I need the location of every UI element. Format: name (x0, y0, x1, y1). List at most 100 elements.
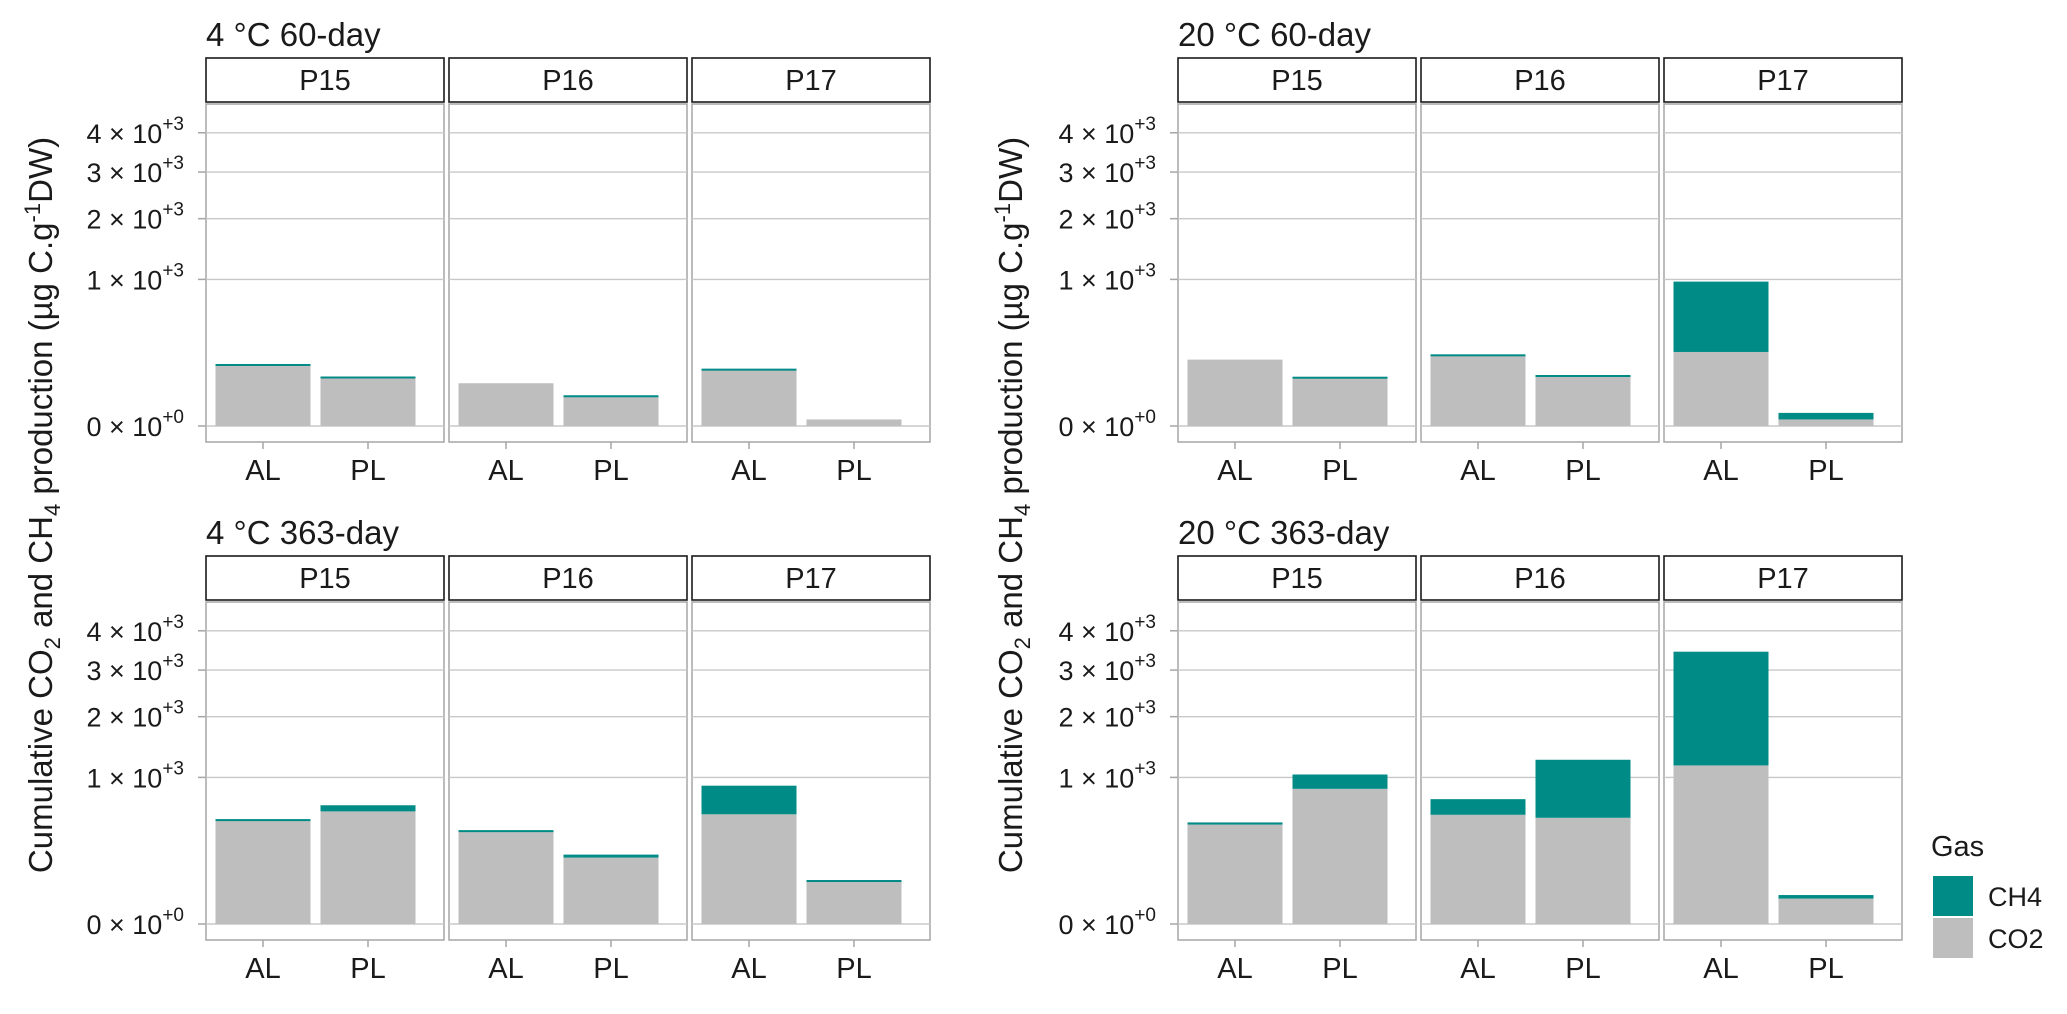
panel-3-facet-p17-strip-label: P17 (785, 563, 837, 595)
panel-1-facet-p15-bar-pl-ch4 (320, 376, 416, 379)
panel-1-facet-p16-bar-pl-ch4 (563, 395, 659, 398)
panel-1-facet-p17-xtick-pl: PL (836, 455, 871, 487)
legend-title: Gas (1931, 831, 1984, 863)
panel-2-facet-p16-xtick-al: AL (1460, 455, 1495, 487)
panel-3-ytick-2: 2 × 10+3 (87, 698, 185, 733)
panel-2-facet-p17-bar-al-ch4 (1673, 281, 1769, 352)
y-axis-label-left: Cumulative CO2 and CH4 production (µg C.… (20, 137, 65, 873)
panel-3-facet-p16-strip (448, 555, 688, 601)
panel-4-facet-p15-bar-pl-co2 (1292, 788, 1388, 924)
panel-4-facet-p17-bar-al-co2 (1673, 765, 1769, 924)
panel-3-facet-p16-bar-pl-co2 (563, 857, 659, 924)
panel-1-facet-p16-strip (448, 57, 688, 103)
panel-4-facet-p15-strip-label: P15 (1271, 563, 1323, 595)
panel-3-facet-p16-bar-pl-ch4 (563, 854, 659, 858)
panel-4-ytick-0: 0 × 10+0 (1059, 905, 1157, 940)
panel-2-facet-p16-bar-al-ch4 (1430, 354, 1526, 357)
panel-4-facet-p16-xtick-pl: PL (1565, 953, 1600, 985)
panel-2-facet-p17-bar-pl-ch4 (1778, 412, 1874, 420)
panel-4-facet-p15-bar-al-ch4 (1187, 822, 1283, 825)
legend-swatch-ch4 (1933, 876, 1973, 916)
panel-4-facet-p17-strip (1663, 555, 1903, 601)
panel-1-facet-p16-bar-pl-co2 (563, 396, 659, 426)
panel-1-facet-p17-bar-pl-co2 (806, 419, 902, 426)
panel-2-title: 20 °C 60-day (1178, 16, 1371, 53)
panel-1-ytick-4: 4 × 10+3 (87, 114, 185, 149)
panel-1-ytick-0: 0 × 10+0 (87, 407, 185, 442)
panel-2-facet-p15-bar-al-co2 (1187, 359, 1283, 426)
panel-3-facet-p15-bar-pl-co2 (320, 811, 416, 924)
panel-2-facet-p15-strip-label: P15 (1271, 65, 1323, 97)
panel-3-facet-p15-bar-al-ch4 (215, 819, 311, 822)
panel-4-ytick-3: 3 × 10+3 (1059, 651, 1157, 686)
panel-3-ytick-0: 0 × 10+0 (87, 905, 185, 940)
panel-4-facet-p15-bar-al-co2 (1187, 824, 1283, 924)
panel-2-facet-p17-xtick-al: AL (1703, 455, 1738, 487)
panel-1-title: 4 °C 60-day (206, 16, 381, 53)
panel-3-facet-p17-xtick-al: AL (731, 953, 766, 985)
panel-1-facet-p15-xtick-al: AL (245, 455, 280, 487)
panel-4-facet-p16-bar-pl-co2 (1535, 817, 1631, 924)
panel-3-facet-p15-xtick-al: AL (245, 953, 280, 985)
panel-1-facet-p15-bar-al-co2 (215, 364, 311, 426)
panel-3-facet-p16-bar-al-co2 (458, 830, 554, 924)
panel-2-ytick-3: 3 × 10+3 (1059, 153, 1157, 188)
panel-4-title: 20 °C 363-day (1178, 514, 1390, 551)
panel-1-facet-p17-plot-area (691, 103, 931, 443)
panel-2-facet-p15-strip (1177, 57, 1417, 103)
panel-1-ytick-2: 2 × 10+3 (87, 200, 185, 235)
panel-3-facet-p16-xtick-pl: PL (593, 953, 628, 985)
panel-4-ytick-4: 4 × 10+3 (1059, 612, 1157, 647)
panel-1-facet-p17-bar-al-co2 (701, 369, 797, 426)
panel-4-facet-p17-bar-al-ch4 (1673, 651, 1769, 766)
panel-2-facet-p16-strip-label: P16 (1514, 65, 1566, 97)
panel-3-facet-p17-bar-pl-co2 (806, 881, 902, 924)
panel-4-facet-p16-bar-pl-ch4 (1535, 759, 1631, 818)
panel-2-facet-p16-strip (1420, 57, 1660, 103)
panel-4-facet-p16-bar-al-co2 (1430, 814, 1526, 924)
panel-3-facet-p17-bar-pl-ch4 (806, 880, 902, 883)
panel-4-facet-p16-xtick-al: AL (1460, 953, 1495, 985)
panel-2-ytick-4: 4 × 10+3 (1059, 114, 1157, 149)
panel-1-facet-p17-strip-label: P17 (785, 65, 837, 97)
panel-1-facet-p16-strip-label: P16 (542, 65, 594, 97)
panel-2-facet-p17-xtick-pl: PL (1808, 455, 1843, 487)
panel-3-ytick-1: 1 × 10+3 (87, 758, 185, 793)
panel-1-facet-p16-xtick-al: AL (488, 455, 523, 487)
panel-2-ytick-0: 0 × 10+0 (1059, 407, 1157, 442)
panel-2-facet-p16-bar-pl-co2 (1535, 375, 1631, 426)
legend-label-co2: CO2 (1988, 924, 2044, 954)
panel-4-facet-p15-bar-pl-ch4 (1292, 774, 1388, 789)
panel-2-facet-p16-xtick-pl: PL (1565, 455, 1600, 487)
panel-3-facet-p15-strip (205, 555, 445, 601)
panel-1-facet-p15-xtick-pl: PL (350, 455, 385, 487)
panel-2-facet-p15-bar-pl-co2 (1292, 377, 1388, 426)
panel-2-facet-p17-bar-al-co2 (1673, 351, 1769, 426)
panel-3-facet-p17-bar-al-co2 (701, 814, 797, 924)
panel-2-facet-p17-strip (1663, 57, 1903, 103)
legend-swatch-co2 (1933, 918, 1973, 958)
panel-3-title: 4 °C 363-day (206, 514, 399, 551)
legend-label-ch4: CH4 (1988, 882, 2042, 912)
panel-3-facet-p15-bar-al-co2 (215, 820, 311, 924)
panel-2-facet-p16-bar-al-co2 (1430, 354, 1526, 426)
panel-3-ytick-3: 3 × 10+3 (87, 651, 185, 686)
panel-2-facet-p17-strip-label: P17 (1757, 65, 1809, 97)
panel-1-facet-p15-bar-al-ch4 (215, 363, 311, 366)
panel-4-facet-p15-xtick-al: AL (1217, 953, 1252, 985)
panel-3-facet-p16-strip-label: P16 (542, 563, 594, 595)
panel-3-facet-p17-strip (691, 555, 931, 601)
panel-1-facet-p17-xtick-al: AL (731, 455, 766, 487)
panel-4-facet-p16-strip-label: P16 (1514, 563, 1566, 595)
panel-2-facet-p15-bar-pl-ch4 (1292, 376, 1388, 379)
panel-1-facet-p17-strip (691, 57, 931, 103)
panel-4-facet-p17-bar-pl-ch4 (1778, 895, 1874, 899)
panel-1-ytick-1: 1 × 10+3 (87, 260, 185, 295)
panel-4-facet-p17-strip-label: P17 (1757, 563, 1809, 595)
y-axis-label-right: Cumulative CO2 and CH4 production (µg C.… (990, 137, 1035, 873)
panel-4-facet-p15-xtick-pl: PL (1322, 953, 1357, 985)
panel-4-facet-p16-bar-al-ch4 (1430, 799, 1526, 815)
panel-4-ytick-2: 2 × 10+3 (1059, 698, 1157, 733)
